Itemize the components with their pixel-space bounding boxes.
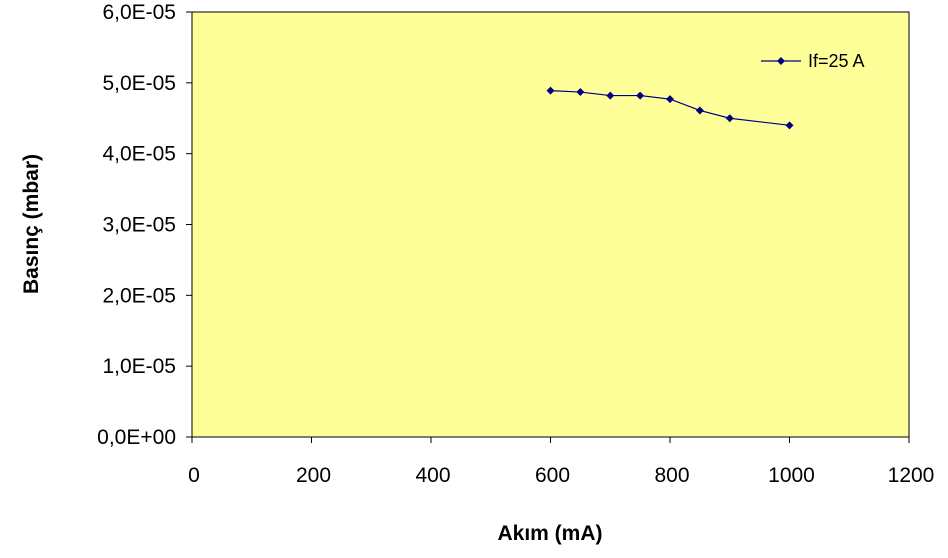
x-tick-label: 400 bbox=[415, 464, 450, 487]
y-tick-label: 4,0E-05 bbox=[102, 143, 176, 166]
y-tick-label: 5,0E-05 bbox=[102, 72, 176, 95]
legend-marker bbox=[777, 57, 785, 65]
y-axis-title: Basınç (mbar) bbox=[20, 154, 43, 294]
x-tick-label: 800 bbox=[654, 464, 689, 487]
data-point bbox=[636, 91, 645, 100]
x-tick-label: 0 bbox=[188, 464, 200, 487]
y-tick-label: 0,0E+00 bbox=[97, 426, 176, 449]
x-tick-label: 1000 bbox=[768, 464, 815, 487]
data-point bbox=[606, 91, 615, 100]
series-layer bbox=[546, 86, 794, 130]
legend-label: If=25 A bbox=[808, 51, 865, 71]
y-tick-label: 3,0E-05 bbox=[102, 214, 176, 237]
legend: If=25 A bbox=[761, 51, 865, 71]
data-point bbox=[546, 86, 555, 95]
x-axis: 0 200 400 600 800 1000 1200 bbox=[188, 437, 934, 487]
data-point bbox=[785, 121, 794, 130]
x-tick-label: 1200 bbox=[888, 464, 935, 487]
data-point bbox=[666, 95, 674, 104]
data-point bbox=[725, 114, 734, 123]
data-point bbox=[576, 88, 585, 97]
y-tick-label: 6,0E-05 bbox=[102, 1, 176, 24]
plot-area bbox=[191, 11, 910, 438]
y-tick-label: 1,0E-05 bbox=[102, 355, 176, 378]
y-tick-label: 2,0E-05 bbox=[102, 284, 176, 307]
x-tick-label: 200 bbox=[296, 464, 331, 487]
x-axis-title: Akım (mA) bbox=[497, 522, 602, 545]
y-axis: 0,0E+00 1,0E-05 2,0E-05 3,0E-05 4,0E-05 5,0E-… bbox=[97, 1, 192, 449]
series-line bbox=[550, 90, 790, 126]
data-point bbox=[695, 106, 704, 115]
x-tick-label: 600 bbox=[535, 464, 570, 487]
